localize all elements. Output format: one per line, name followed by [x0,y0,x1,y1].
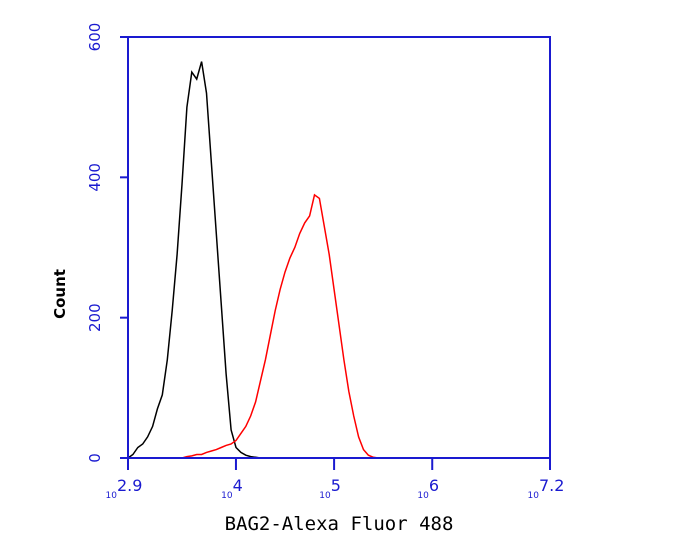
y-tick-label: 200 [86,303,104,332]
x-tick-label: 105 [319,476,341,501]
x-tick-label: 104 [221,476,243,501]
tick-base: 10 [106,491,118,501]
tick-exponent: 7.2 [539,476,564,495]
x-tick-label: 102.9 [106,476,143,501]
x-tick-label: 107.2 [528,476,565,501]
x-tick-label: 106 [417,476,439,501]
tick-exponent: 2.9 [117,476,142,495]
tick-base: 10 [221,491,233,501]
tick-base: 10 [417,491,429,501]
tick-exponent: 4 [233,476,243,495]
plot-frame [127,36,551,459]
tick-base: 10 [528,491,540,501]
tick-exponent: 5 [331,476,341,495]
x-axis-label: BAG2-Alexa Fluor 488 [225,513,454,535]
tick-exponent: 6 [429,476,439,495]
y-tick-label: 600 [86,23,104,52]
y-tick-label: 400 [86,163,104,192]
y-tick-label: 0 [86,453,104,463]
tick-base: 10 [319,491,331,501]
histogram-line [128,193,393,459]
y-axis-label: Count [51,269,69,319]
histogram-line [127,61,393,459]
